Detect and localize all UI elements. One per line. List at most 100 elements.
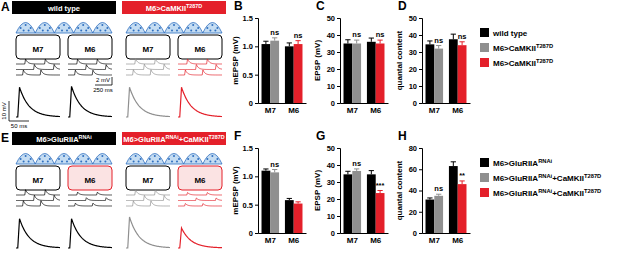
vesicle: [99, 30, 101, 32]
vesicle: [211, 155, 213, 157]
vesicle: [85, 30, 87, 32]
plot-area: [262, 169, 303, 233]
y-axis-line: [337, 19, 341, 104]
vesicle: [82, 24, 84, 26]
y-tick: 0: [331, 99, 340, 108]
vesicle: [190, 30, 192, 32]
error-bar: [453, 34, 454, 39]
y-tick: 30: [327, 48, 340, 57]
x-tick: M7: [265, 233, 277, 245]
vesicle: [159, 27, 161, 29]
vesicle: [87, 27, 89, 29]
error-bar: [356, 40, 357, 43]
bar: [376, 44, 385, 104]
header-run: M6>GluRIIA: [36, 135, 79, 144]
panel-label: B: [234, 0, 243, 13]
y-axis-title: EPSP (mV): [313, 170, 322, 212]
text-run: M6>GluRIIA: [493, 159, 538, 168]
vesicle: [168, 158, 170, 160]
error-cap: [263, 41, 268, 42]
x-tick: M6: [370, 103, 382, 115]
vesicle: [58, 158, 60, 160]
epsp-trace: [16, 87, 60, 117]
vesicle: [23, 30, 25, 32]
vesicle: [85, 161, 87, 163]
x-axis: M7M6: [259, 103, 307, 115]
x-axis: M7M6: [341, 233, 389, 245]
vesicle: [206, 158, 208, 160]
bar: [285, 200, 294, 233]
error-cap: [345, 39, 350, 40]
error-cap: [427, 40, 432, 41]
annotation: ns: [458, 32, 467, 41]
vesicle: [157, 161, 159, 163]
legend-label: M6>GluRIIARNAi+CaMKIIT287D: [493, 173, 601, 183]
bar: [367, 42, 376, 103]
header-run: T287D: [209, 134, 225, 140]
x-tick: M7: [429, 103, 441, 115]
y-tick: 40: [409, 186, 422, 195]
vesicle: [20, 158, 22, 160]
bar: [344, 174, 353, 233]
y-tick-mark: [337, 182, 340, 183]
vesicle: [152, 161, 154, 163]
y-tick-label: 60: [409, 165, 417, 174]
x-tick: M7: [347, 103, 359, 115]
legend-swatch: [480, 188, 489, 197]
vesicle: [168, 27, 170, 29]
y-tick-mark: [419, 18, 422, 19]
x-tick-label: M7: [429, 106, 441, 115]
error-cap: [272, 169, 277, 170]
vesicle: [214, 161, 216, 163]
text-run: T287D: [584, 173, 601, 179]
y-tick-label: 0.5: [243, 201, 253, 210]
scale-bar: [95, 85, 112, 86]
header-run: wild type: [47, 4, 80, 13]
y-axis-title: quantal content: [395, 160, 404, 220]
vesicle: [101, 24, 103, 26]
vesicle: [66, 30, 68, 32]
annotation: ns: [434, 36, 443, 45]
text-run: T287D: [584, 188, 601, 194]
text-run: T287D: [536, 43, 553, 49]
y-tick-label: 50: [327, 144, 335, 153]
legend-swatch: [480, 58, 489, 67]
vesicle: [61, 161, 63, 163]
error-bar: [462, 42, 463, 45]
legend: wild typeM6>CaMKIIT287DM6>CaMKIIT287D: [480, 28, 553, 68]
annotation: ns: [294, 31, 303, 40]
y-tick-label: 1.5: [243, 14, 253, 23]
y-tick-label: 0: [249, 229, 253, 238]
vesicle: [61, 30, 63, 32]
y-axis-line: [419, 19, 423, 104]
y-tick: 1.0: [243, 42, 258, 51]
header-text: M6>GluRIIARNAi: [36, 134, 92, 144]
error-cap: [295, 40, 300, 41]
mini-trace: [178, 203, 222, 206]
text-run: RNAi: [538, 158, 552, 164]
mini-trace: [126, 190, 170, 195]
muscle-label: M7: [32, 176, 44, 185]
y-tick: 60: [409, 165, 422, 174]
vesicle: [49, 27, 51, 29]
legend-label: wild type: [492, 29, 528, 38]
y-axis: 00.51.01.5: [243, 14, 259, 108]
x-tick-label: M7: [265, 236, 277, 245]
x-tick: M6: [288, 103, 300, 115]
y-tick-mark: [337, 148, 340, 149]
bar: [367, 174, 376, 233]
header-run: RNAi: [166, 134, 180, 140]
y-tick-label: 30: [409, 48, 417, 57]
y-axis: 020406080: [409, 144, 423, 238]
y-tick: 0: [249, 229, 258, 238]
vesicle: [82, 155, 84, 157]
vesicle: [176, 161, 178, 163]
bouton-outline: [126, 23, 222, 34]
bar: [426, 44, 435, 103]
y-axis-line: [337, 149, 341, 234]
mini-trace: [16, 64, 60, 69]
vesicle: [25, 24, 27, 26]
muscle: [68, 35, 112, 59]
vesicle: [77, 27, 79, 29]
y-tick: 80: [409, 144, 422, 153]
